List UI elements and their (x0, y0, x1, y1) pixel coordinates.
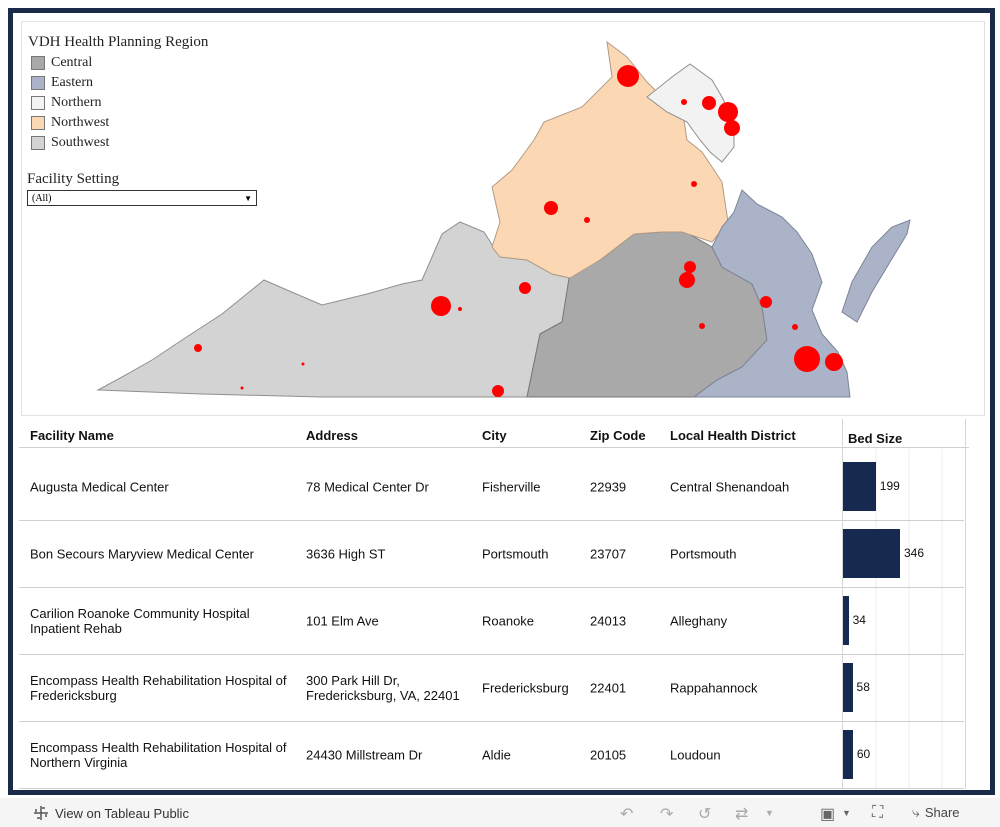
share-icon: ⤷ (912, 804, 920, 820)
legend-title: VDH Health Planning Region (28, 34, 209, 50)
view-on-tableau-public-label: View on Tableau Public (55, 805, 189, 821)
facility-setting-select[interactable]: (All) ▼ (27, 190, 257, 206)
cell-address: 3636 High ST (306, 546, 386, 562)
table-row[interactable]: Augusta Medical Center 78 Medical Center… (19, 454, 964, 521)
bed-size-value: 34 (852, 613, 866, 627)
legend-label: Central (51, 55, 93, 70)
cell-local-health-district: Alleghany (670, 613, 728, 629)
cell-zip-code: 22939 (590, 479, 627, 495)
facility-table: Facility Name Address City Zip Code Loca… (19, 419, 969, 789)
legend-label: Northwest (51, 115, 110, 130)
cell-city: Roanoke (482, 613, 535, 629)
share-button[interactable]: ⤷ Share (912, 804, 960, 821)
legend-swatch (31, 76, 45, 90)
header-zip-code[interactable]: Zip Code (590, 428, 646, 443)
cell-zip-code: 22401 (590, 680, 627, 696)
header-address[interactable]: Address (306, 428, 359, 443)
refresh-dropdown-icon[interactable]: ▼ (765, 808, 774, 818)
cell-local-health-district: Rappahannock (670, 680, 758, 696)
bed-size-value: 60 (856, 747, 871, 761)
virginia-map[interactable] (22, 22, 984, 415)
bed-size-bar[interactable] (843, 462, 876, 511)
cell-local-health-district: Loudoun (670, 747, 721, 763)
cell-zip-code: 24013 (590, 613, 627, 629)
bed-size-bar[interactable] (843, 730, 853, 779)
cell-address: 300 Park Hill Dr, Fredericksburg, VA, 22… (306, 673, 460, 703)
cell-city: Fredericksburg (482, 680, 569, 696)
bed-size-value: 346 (904, 546, 925, 560)
cell-local-health-district: Central Shenandoah (670, 479, 790, 495)
legend-item-eastern[interactable]: Eastern (28, 73, 208, 93)
legend-item-northern[interactable]: Northern (28, 93, 208, 113)
bed-size-value: 58 (856, 680, 870, 694)
header-facility-name[interactable]: Facility Name (30, 428, 114, 443)
facility-markers[interactable] (194, 65, 843, 397)
download-dropdown-icon[interactable]: ▼ (842, 808, 851, 818)
dropdown-arrow-icon: ▼ (244, 193, 252, 203)
cell-local-health-district: Portsmouth (670, 546, 737, 562)
region-eastern-shore[interactable] (841, 219, 911, 323)
download-icon[interactable]: ▣ (820, 806, 836, 823)
facility-setting-filter: Facility Setting (All) ▼ (27, 171, 257, 206)
header-local-health-district[interactable]: Local Health District (670, 428, 796, 443)
filter-title: Facility Setting (27, 171, 120, 187)
bar-size-column (842, 419, 966, 789)
table-row[interactable]: Encompass Health Rehabilitation Hospital… (19, 655, 964, 722)
cell-facility-name: Carilion Roanoke Community Hospital Inpa… (30, 606, 250, 636)
revert-icon[interactable]: ↺ (698, 806, 712, 823)
cell-facility-name: Encompass Health Rehabilitation Hospital… (30, 673, 287, 703)
redo-icon[interactable]: ↷ (660, 806, 674, 823)
table-row[interactable]: Bon Secours Maryview Medical Center 3636… (19, 521, 964, 588)
legend-item-central[interactable]: Central (28, 53, 208, 73)
bed-size-value: 199 (879, 479, 900, 493)
legend-swatch (31, 136, 45, 150)
bed-size-bar[interactable] (843, 529, 900, 578)
table-row[interactable]: Carilion Roanoke Community Hospital Inpa… (19, 588, 964, 655)
cell-address: 101 Elm Ave (306, 613, 379, 629)
cell-address: 78 Medical Center Dr (306, 479, 429, 495)
cell-city: Aldie (482, 747, 511, 763)
cell-zip-code: 23707 (590, 546, 627, 562)
cell-city: Fisherville (482, 479, 541, 495)
cell-address: 24430 Millstream Dr (306, 747, 423, 763)
tableau-logo-icon (34, 806, 48, 820)
cell-city: Portsmouth (482, 546, 549, 562)
region-legend: VDH Health Planning Region Central Easte… (28, 34, 208, 153)
legend-label: Northern (51, 95, 102, 110)
bed-size-bar[interactable] (843, 663, 853, 712)
header-bed-size[interactable]: Bed Size (848, 431, 903, 446)
view-on-tableau-public-link[interactable]: View on Tableau Public (33, 805, 189, 821)
cell-facility-name: Bon Secours Maryview Medical Center (30, 546, 254, 562)
header-city[interactable]: City (482, 428, 507, 443)
region-eastern[interactable] (692, 189, 851, 398)
legend-swatch (31, 96, 45, 110)
undo-icon[interactable]: ↶ (620, 806, 634, 823)
legend-swatch (31, 56, 45, 70)
bar-gridlines (875, 449, 943, 789)
refresh-icon[interactable]: ⇄ (735, 806, 749, 823)
region-northern[interactable] (646, 63, 735, 163)
legend-item-northwest[interactable]: Northwest (28, 113, 208, 133)
legend-label: Eastern (51, 75, 93, 90)
legend-swatch (31, 116, 45, 130)
bed-size-bar[interactable] (843, 596, 849, 645)
dashboard-frame: VDH Health Planning Region Central Easte… (8, 8, 995, 795)
filter-value: (All) (32, 192, 52, 204)
map-panel: VDH Health Planning Region Central Easte… (21, 21, 985, 416)
table-row[interactable]: Encompass Health Rehabilitation Hospital… (19, 722, 964, 789)
fullscreen-icon[interactable]: ⛶ (872, 804, 884, 821)
cell-facility-name: Encompass Health Rehabilitation Hospital… (30, 740, 287, 770)
share-label: Share (924, 805, 960, 820)
cell-zip-code: 20105 (590, 747, 627, 763)
tableau-toolbar: View on Tableau Public ↶ ↷ ↺ ⇄ ▼ ▣ ▼ ⛶ ⤷… (0, 798, 1000, 827)
table-header: Facility Name Address City Zip Code Loca… (19, 419, 969, 448)
legend-item-southwest[interactable]: Southwest (28, 133, 208, 153)
legend-label: Southwest (51, 135, 110, 150)
cell-facility-name: Augusta Medical Center (30, 479, 169, 495)
